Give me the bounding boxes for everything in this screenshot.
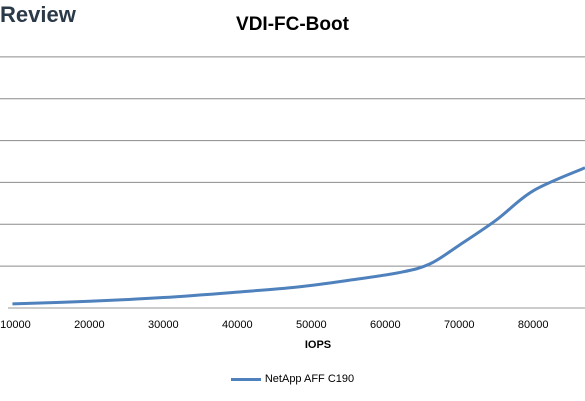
series-lines: [12, 166, 585, 306]
x-axis-label: IOPS: [305, 339, 331, 351]
x-tick-label: 80000: [518, 319, 549, 331]
gridlines: [0, 56, 585, 267]
x-tick-label: 30000: [148, 319, 179, 331]
x-tick-label: 20000: [74, 319, 105, 331]
legend: NetApp AFF C190: [0, 373, 585, 385]
series-line-0: [12, 166, 585, 306]
x-tick-label: 70000: [444, 319, 475, 331]
brand-logo: Review: [0, 2, 76, 27]
legend-label: NetApp AFF C190: [264, 373, 355, 385]
chart-title: VDI-FC-Boot: [236, 14, 349, 35]
x-tick-label: 10000: [0, 319, 31, 331]
x-tick-label: 60000: [370, 319, 401, 331]
x-tick-label: 40000: [222, 319, 253, 331]
legend-swatch: [230, 377, 261, 381]
x-tick-label: 50000: [296, 319, 327, 331]
x-tick-labels: 10000 20000 30000 40000 50000 60000 70000 80000: [0, 319, 548, 331]
